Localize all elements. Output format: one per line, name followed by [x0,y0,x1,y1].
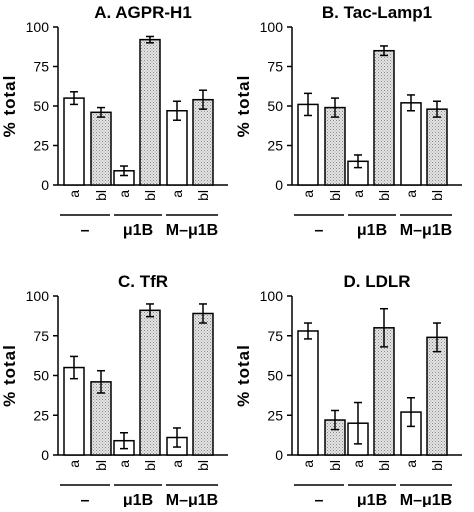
chart-title: B. Tac-Lamp1 [322,3,432,22]
x-tick-label: a [66,460,82,468]
group-label: – [81,222,90,239]
x-tick-label: bl [93,460,109,471]
x-tick-label: a [403,190,419,198]
bar-apical [63,366,85,456]
x-tick-label: a [300,190,316,198]
chart-title: A. AGPR-H1 [94,3,192,22]
x-tick-label: bl [142,190,158,201]
y-tick-label: 0 [41,177,49,193]
y-tick-label: 75 [33,59,49,75]
group-label: M–μ1B [166,492,218,507]
x-tick-label: a [169,190,185,198]
x-tick-label: a [403,460,419,468]
bar-basolateral [139,38,161,186]
y-tick-label: 100 [26,19,50,35]
y-tick-label: 25 [33,138,49,154]
x-tick-label: a [116,190,132,198]
y-tick-label: 25 [33,407,49,423]
y-tick-label: 50 [33,368,49,384]
y-tick-label: 25 [267,407,283,423]
group-label: μ1B [357,222,387,239]
bar-apical [63,97,85,186]
bar-basolateral [192,98,214,186]
x-tick-label: bl [142,460,158,471]
y-tick-label: 0 [41,447,49,463]
x-tick-label: bl [429,460,445,471]
y-tick-label: 75 [267,59,283,75]
y-tick-label: 100 [260,19,284,35]
group-label: μ1B [123,492,153,507]
bar-basolateral [373,49,395,186]
x-tick-label: a [169,460,185,468]
y-tick-label: 50 [33,98,49,114]
group-label: – [315,222,324,239]
x-tick-label: bl [195,460,211,471]
group-label: M–μ1B [400,492,452,507]
y-tick-label: 100 [26,288,50,304]
x-tick-label: a [116,460,132,468]
group-label: – [81,492,90,507]
y-axis-label: % total [234,75,253,138]
group-label: μ1B [357,492,387,507]
y-tick-label: 50 [267,98,283,114]
bar-apical [297,103,319,186]
x-tick-label: bl [327,460,343,471]
y-tick-label: 0 [275,447,283,463]
x-tick-label: bl [429,190,445,201]
bar-basolateral [139,309,161,456]
y-tick-label: 50 [267,368,283,384]
bar-basolateral [324,106,346,186]
x-tick-label: bl [327,190,343,201]
group-label: – [315,492,324,507]
y-tick-label: 75 [267,328,283,344]
group-label: μ1B [123,222,153,239]
bar-apical [400,102,422,186]
group-label: M–μ1B [166,222,218,239]
chart-title: C. TfR [118,272,168,291]
bar-basolateral [426,108,448,186]
x-tick-label: a [300,460,316,468]
y-tick-label: 0 [275,177,283,193]
bar-basolateral [192,312,214,456]
x-tick-label: bl [376,460,392,471]
y-tick-label: 100 [260,288,284,304]
x-tick-label: bl [93,190,109,201]
x-tick-label: bl [195,190,211,201]
y-tick-label: 75 [33,328,49,344]
x-tick-label: a [350,190,366,198]
bar-apical [166,109,188,186]
group-label: M–μ1B [400,222,452,239]
x-tick-label: a [66,190,82,198]
chart-title: D. LDLR [343,272,410,291]
x-tick-label: bl [376,190,392,201]
x-tick-label: a [350,460,366,468]
y-tick-label: 25 [267,138,283,154]
bar-apical [297,330,319,456]
bar-basolateral [90,111,112,186]
bar-basolateral [426,336,448,456]
y-axis-label: % total [234,344,253,407]
y-axis-label: % total [0,344,19,407]
y-axis-label: % total [0,75,19,138]
